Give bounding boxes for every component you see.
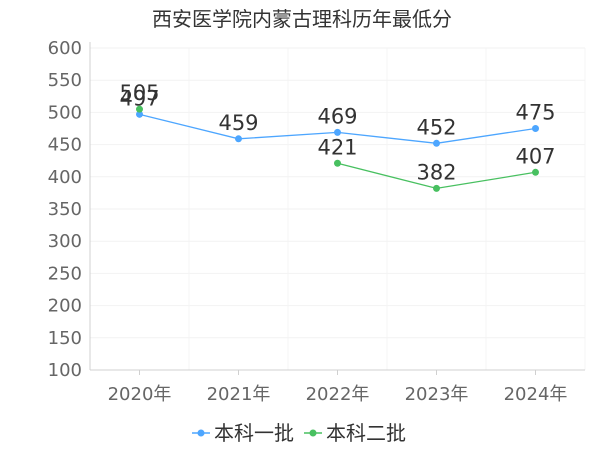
legend-label: 本科二批	[326, 421, 406, 445]
data-point[interactable]	[334, 159, 341, 167]
legend-item[interactable]: 本科二批	[304, 421, 406, 445]
chart-title: 西安医学院内蒙古理科历年最低分	[152, 7, 452, 31]
y-tick-label: 200	[48, 296, 82, 317]
data-label: 382	[416, 160, 456, 184]
y-tick-label: 450	[48, 135, 82, 156]
legend-label: 本科一批	[214, 421, 294, 445]
y-tick-label: 300	[48, 231, 82, 252]
data-point[interactable]	[433, 139, 440, 147]
data-point[interactable]	[532, 168, 539, 176]
data-point[interactable]	[136, 110, 143, 118]
y-tick-label: 250	[48, 263, 82, 284]
data-label: 475	[515, 101, 555, 125]
data-label: 421	[317, 135, 357, 159]
data-point[interactable]	[334, 128, 341, 136]
y-tick-label: 150	[48, 328, 82, 349]
x-tick-label: 2020年	[108, 384, 172, 405]
x-axis-tick-labels: 2020年 2021年 2022年 2023年 2024年	[108, 370, 568, 405]
data-label: 407	[515, 144, 555, 168]
series-2: 505 421 382 407	[119, 81, 556, 192]
gridlines	[89, 47, 586, 371]
legend-marker	[309, 429, 317, 437]
y-tick-label: 550	[48, 70, 82, 91]
axes	[89, 42, 585, 371]
legend-marker	[197, 429, 205, 437]
data-point[interactable]	[136, 105, 143, 113]
x-tick-label: 2022年	[306, 384, 370, 405]
y-tick-label: 600	[48, 38, 82, 59]
y-tick-label: 100	[48, 360, 82, 381]
data-point[interactable]	[433, 184, 440, 192]
data-label: 469	[317, 104, 357, 128]
x-tick-label: 2021年	[207, 384, 271, 405]
data-label: 459	[218, 111, 258, 135]
data-point[interactable]	[235, 135, 242, 143]
y-tick-label: 350	[48, 199, 82, 220]
data-point[interactable]	[532, 125, 539, 132]
y-axis-tick-labels: 100 150 200 250 300 350 400 450 500 550 600	[48, 38, 82, 381]
y-tick-label: 500	[48, 102, 82, 123]
x-tick-label: 2023年	[405, 384, 469, 405]
x-tick-label: 2024年	[504, 384, 568, 405]
y-tick-label: 400	[48, 167, 82, 188]
data-label: 505	[119, 81, 159, 105]
legend-item[interactable]: 本科一批	[192, 421, 294, 445]
data-label: 452	[416, 115, 456, 139]
legend[interactable]: 本科一批 本科二批	[192, 421, 406, 445]
